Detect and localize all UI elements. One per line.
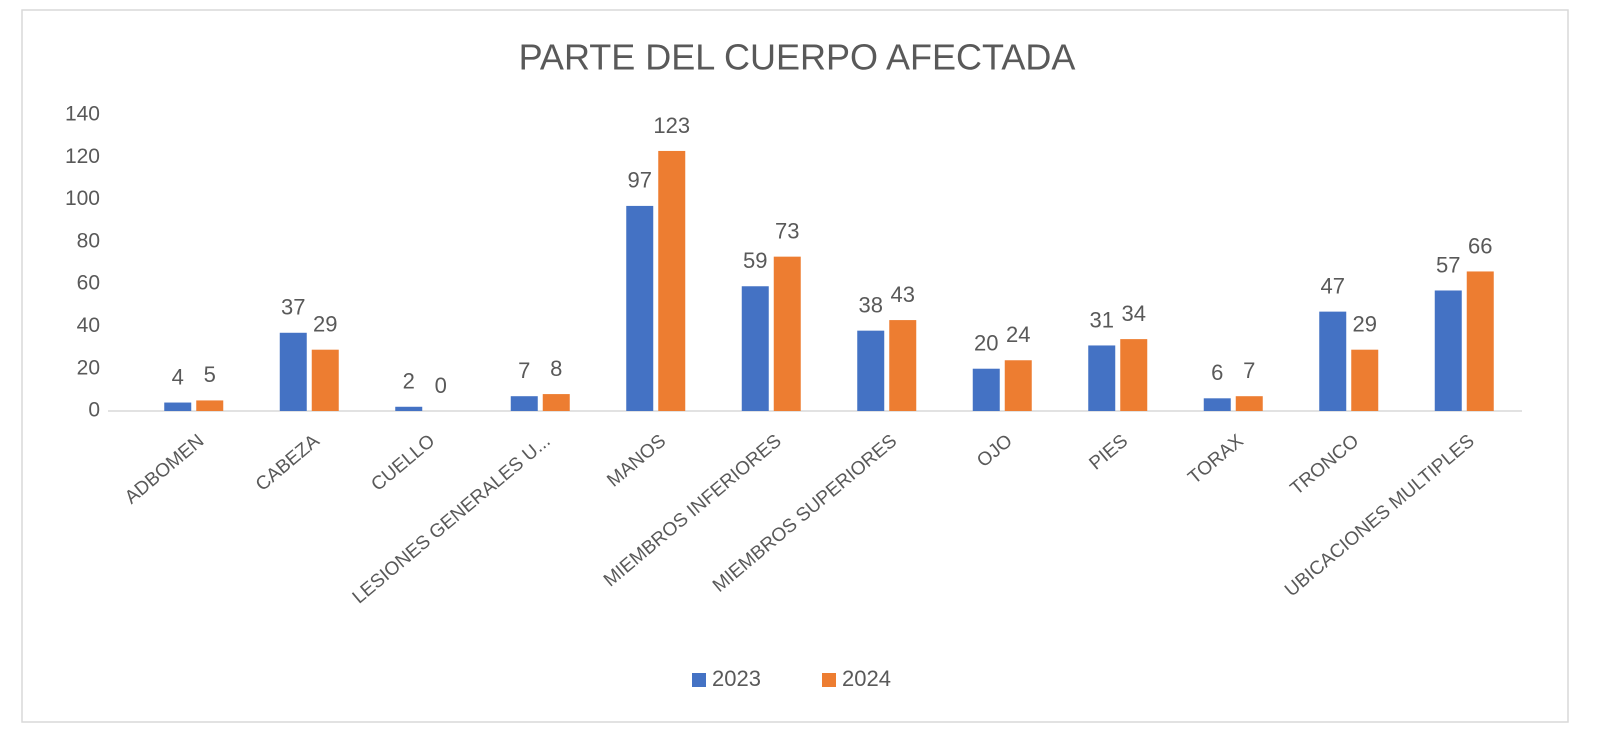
bar xyxy=(542,394,570,411)
bar xyxy=(1466,271,1494,411)
y-tick-label: 40 xyxy=(77,314,100,337)
value-label: 29 xyxy=(313,311,337,336)
bar xyxy=(164,402,192,411)
value-label: 43 xyxy=(891,282,915,307)
value-label: 123 xyxy=(653,113,690,138)
y-tick-label: 100 xyxy=(65,187,100,210)
value-label: 24 xyxy=(1006,322,1030,347)
value-label: 31 xyxy=(1090,307,1114,332)
value-label: 59 xyxy=(743,248,767,273)
value-label: 38 xyxy=(859,292,883,317)
value-label: 0 xyxy=(435,373,447,398)
bar xyxy=(1088,345,1116,411)
value-label: 7 xyxy=(1243,358,1255,383)
bar xyxy=(972,368,1000,411)
bar xyxy=(741,286,769,411)
value-label: 47 xyxy=(1321,273,1345,298)
bar xyxy=(626,205,654,411)
bar xyxy=(1120,339,1148,411)
value-label: 29 xyxy=(1353,311,1377,336)
value-label: 20 xyxy=(974,331,998,356)
value-label: 57 xyxy=(1436,252,1460,277)
y-tick-label: 80 xyxy=(77,229,100,252)
value-label: 6 xyxy=(1211,360,1223,385)
value-label: 37 xyxy=(281,295,305,320)
bar xyxy=(658,150,686,411)
bar xyxy=(196,400,224,411)
value-label: 4 xyxy=(172,364,184,389)
bar xyxy=(1203,398,1231,411)
value-label: 34 xyxy=(1122,301,1146,326)
bar xyxy=(1004,360,1032,411)
bar xyxy=(311,349,339,411)
bar xyxy=(1319,311,1347,411)
y-tick-label: 0 xyxy=(88,399,100,422)
bar xyxy=(889,320,917,411)
value-label: 97 xyxy=(628,168,652,193)
value-label: 7 xyxy=(518,358,530,383)
bar xyxy=(773,256,801,411)
legend-swatch xyxy=(822,673,836,687)
value-label: 8 xyxy=(550,356,562,381)
legend-label: 2024 xyxy=(842,666,891,691)
bar xyxy=(1351,349,1379,411)
legend-swatch xyxy=(692,673,706,687)
y-tick-label: 120 xyxy=(65,145,100,168)
y-tick-label: 20 xyxy=(77,356,100,379)
y-tick-label: 60 xyxy=(77,272,100,295)
bar xyxy=(395,406,423,411)
value-label: 2 xyxy=(403,369,415,394)
bar xyxy=(279,332,307,411)
y-tick-label: 140 xyxy=(65,103,100,126)
value-label: 5 xyxy=(204,362,216,387)
legend-label: 2023 xyxy=(712,666,761,691)
bar xyxy=(857,330,885,411)
value-label: 66 xyxy=(1468,233,1492,258)
bar xyxy=(1434,290,1462,411)
bar xyxy=(1235,396,1263,411)
bar xyxy=(510,396,538,411)
chart-title: PARTE DEL CUERPO AFECTADA xyxy=(519,37,1076,78)
value-label: 73 xyxy=(775,218,799,243)
